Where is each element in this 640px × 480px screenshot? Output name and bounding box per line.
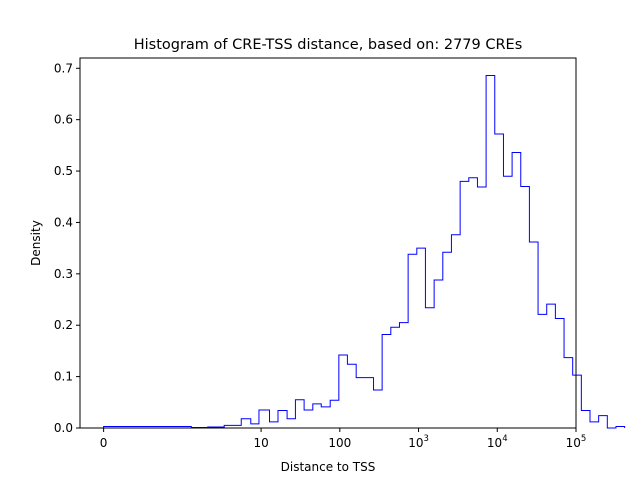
x-tick-label: 103 (408, 434, 429, 450)
chart-title: Histogram of CRE-TSS distance, based on:… (134, 37, 523, 53)
x-tick-label: 10 (253, 436, 268, 450)
y-tick-label: 0.3 (54, 267, 73, 281)
y-tick-label: 0.5 (54, 164, 73, 178)
axes-frame (79, 57, 577, 429)
y-tick-label: 0.4 (54, 215, 73, 229)
plot-area (103, 74, 626, 429)
x-tick-label: 100 (328, 436, 351, 450)
x-tick-label: 0 (100, 436, 108, 450)
x-axis-ticks: 010100103104105106 (100, 428, 587, 450)
y-tick-label: 0.7 (54, 61, 73, 75)
y-tick-label: 0.2 (54, 318, 73, 332)
y-axis-ticks: 0.0 0.1 0.2 0.3 0.4 0.5 0.6 0.7 (54, 61, 80, 435)
y-tick-label: 0.1 (54, 370, 73, 384)
y-tick-label: 0.0 (54, 421, 73, 435)
x-axis-label: Distance to TSS (281, 460, 376, 474)
histogram-step-line (103, 74, 626, 429)
x-tick-label: 105 (566, 434, 587, 450)
y-tick-label: 0.6 (54, 113, 73, 127)
x-tick-label: 104 (487, 434, 508, 450)
y-axis-label: Density (29, 220, 43, 266)
